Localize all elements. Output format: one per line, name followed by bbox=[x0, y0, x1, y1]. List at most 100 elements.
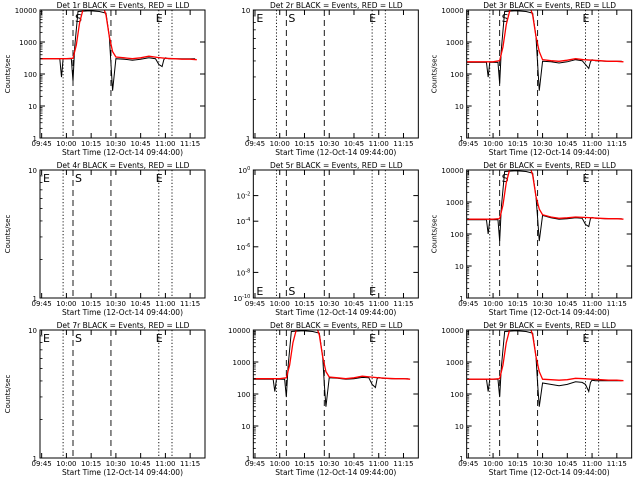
marker-letter-e-right: E bbox=[582, 332, 589, 345]
x-axis-label: Start Time (12-Oct-14 09:44:00) bbox=[62, 468, 183, 477]
panel-det-7: Det 7r BLACK = Events, RED = LLD E S E 1 10 09… bbox=[4, 321, 206, 477]
x-tick-label: 10:15 bbox=[81, 300, 101, 308]
x-tick-label: 10:00 bbox=[483, 300, 503, 308]
x-tick-label: 10:15 bbox=[508, 300, 528, 308]
plot-frame bbox=[252, 9, 419, 139]
x-tick-label: 11:15 bbox=[393, 460, 413, 468]
plot-area bbox=[40, 10, 197, 91]
y-tick-label: 1000 bbox=[446, 39, 464, 47]
x-axis-label: Start Time (12-Oct-14 09:44:00) bbox=[489, 148, 610, 157]
marker-letter-e-right: E bbox=[156, 172, 163, 185]
y-tick-label: 1000 bbox=[233, 359, 251, 367]
y-tick-label: 1 bbox=[33, 135, 37, 143]
x-tick-label: 10:00 bbox=[56, 140, 76, 148]
y-axis-label: Counts/sec bbox=[431, 55, 439, 94]
x-tick-label: 10:30 bbox=[106, 300, 126, 308]
marker-letter-e-right: E bbox=[582, 12, 589, 25]
y-tick-label: 10-2 bbox=[236, 192, 250, 201]
panel-det-9: Det 9r BLACK = Events, RED = LLD E 1 10 100 1… bbox=[441, 321, 633, 477]
x-tick-label: 10:45 bbox=[557, 460, 577, 468]
x-tick-label: 09:45 bbox=[245, 300, 265, 308]
plot-area bbox=[466, 170, 624, 242]
y-tick-label: 1 bbox=[33, 295, 37, 303]
x-axis-label: Start Time (12-Oct-14 09:44:00) bbox=[489, 468, 610, 477]
y-tick-label: 100 bbox=[450, 231, 463, 239]
y-tick-label: 100 bbox=[450, 391, 463, 399]
y-axis-label: Counts/sec bbox=[431, 215, 439, 254]
panel-title: Det 7r BLACK = Events, RED = LLD bbox=[57, 321, 190, 330]
x-tick-label: 10:30 bbox=[532, 460, 552, 468]
panel-title: Det 1r BLACK = Events, RED = LLD bbox=[57, 1, 190, 10]
x-tick-label: 10:15 bbox=[81, 140, 101, 148]
x-tick-label: 10:45 bbox=[557, 140, 577, 148]
x-tick-label: 10:15 bbox=[294, 140, 314, 148]
marker-letter-e-right: E bbox=[156, 332, 163, 345]
x-tick-label: 11:15 bbox=[607, 460, 627, 468]
x-tick-label: 09:45 bbox=[32, 460, 52, 468]
x-tick-label: 10:30 bbox=[106, 460, 126, 468]
x-tick-label: 09:45 bbox=[245, 460, 265, 468]
marker-letter-e-left: E bbox=[256, 285, 263, 298]
x-tick-label: 11:15 bbox=[180, 460, 200, 468]
marker-letter-e-right: E bbox=[369, 332, 376, 345]
x-tick-label: 11:00 bbox=[155, 300, 175, 308]
x-tick-label: 10:30 bbox=[106, 140, 126, 148]
series-lld-line bbox=[466, 10, 624, 63]
panel-det-4: Det 4r BLACK = Events, RED = LLD E S E 1 10 09… bbox=[4, 161, 206, 317]
y-tick-label: 1000 bbox=[446, 359, 464, 367]
x-tick-label: 11:00 bbox=[369, 460, 389, 468]
x-tick-label: 10:15 bbox=[294, 300, 314, 308]
x-tick-label: 11:00 bbox=[582, 300, 602, 308]
y-tick-label: 1 bbox=[246, 455, 250, 463]
x-tick-label: 11:00 bbox=[369, 140, 389, 148]
x-tick-label: 09:45 bbox=[32, 140, 52, 148]
x-axis-label: Start Time (12-Oct-14 09:44:00) bbox=[275, 468, 396, 477]
x-tick-label: 10:00 bbox=[483, 460, 503, 468]
panel-det-3: Det 3r BLACK = Events, RED = LLD S E 1 10 100… bbox=[431, 1, 633, 157]
panel-title: Det 3r BLACK = Events, RED = LLD bbox=[483, 1, 616, 10]
y-tick-label: 10 bbox=[28, 327, 37, 335]
plot-frame bbox=[39, 169, 206, 299]
marker-letter-e-right: E bbox=[156, 12, 163, 25]
panel-det-1: Det 1r BLACK = Events, RED = LLD S E 1 10 100… bbox=[4, 1, 206, 157]
marker-letter-s: S bbox=[288, 12, 295, 25]
panel-det-8: Det 8r BLACK = Events, RED = LLD E 1 10 100 1… bbox=[228, 321, 419, 477]
x-tick-label: 10:15 bbox=[508, 140, 528, 148]
x-tick-label: 10:45 bbox=[344, 460, 364, 468]
series-lld-line bbox=[466, 170, 624, 220]
panel-title: Det 5r BLACK = Events, RED = LLD bbox=[270, 161, 403, 170]
y-axis-label: Counts/sec bbox=[4, 215, 12, 254]
marker-letter-e-right: E bbox=[369, 12, 376, 25]
x-tick-label: 10:45 bbox=[344, 300, 364, 308]
x-tick-label: 10:45 bbox=[131, 460, 151, 468]
marker-letter-s: S bbox=[75, 332, 82, 345]
marker-letter-e-right: E bbox=[582, 172, 589, 185]
x-axis-label: Start Time (12-Oct-14 09:44:00) bbox=[62, 308, 183, 317]
marker-letter-s: S bbox=[502, 12, 509, 25]
y-tick-label: 10000 bbox=[15, 7, 37, 15]
x-tick-label: 10:15 bbox=[508, 460, 528, 468]
x-tick-label: 10:30 bbox=[319, 460, 339, 468]
y-tick-label: 10000 bbox=[441, 7, 463, 15]
panel-det-2: Det 2r BLACK = Events, RED = LLD E S E 1 10 09… bbox=[241, 1, 419, 157]
x-axis-label: Start Time (12-Oct-14 09:44:00) bbox=[275, 308, 396, 317]
x-tick-label: 10:30 bbox=[319, 140, 339, 148]
series-lld-line bbox=[466, 330, 624, 382]
y-tick-label: 1 bbox=[459, 135, 463, 143]
x-tick-label: 09:45 bbox=[458, 140, 478, 148]
panel-title: Det 6r BLACK = Events, RED = LLD bbox=[483, 161, 616, 170]
plot-area bbox=[253, 330, 411, 407]
series-lld-line bbox=[253, 330, 411, 380]
x-tick-label: 11:00 bbox=[369, 300, 389, 308]
y-tick-label: 1 bbox=[246, 135, 250, 143]
y-tick-label: 100 bbox=[24, 71, 37, 79]
panel-det-6: Det 6r BLACK = Events, RED = LLD S E 1 10 100… bbox=[431, 161, 633, 317]
panel-det-5: Det 5r BLACK = Events, RED = LLD E S E 10-10… bbox=[233, 161, 419, 317]
marker-letter-e-left: E bbox=[43, 332, 50, 345]
y-axis-label: Counts/sec bbox=[4, 375, 12, 414]
x-tick-label: 09:45 bbox=[245, 140, 265, 148]
x-tick-label: 10:30 bbox=[532, 140, 552, 148]
y-tick-label: 10-8 bbox=[236, 268, 250, 277]
